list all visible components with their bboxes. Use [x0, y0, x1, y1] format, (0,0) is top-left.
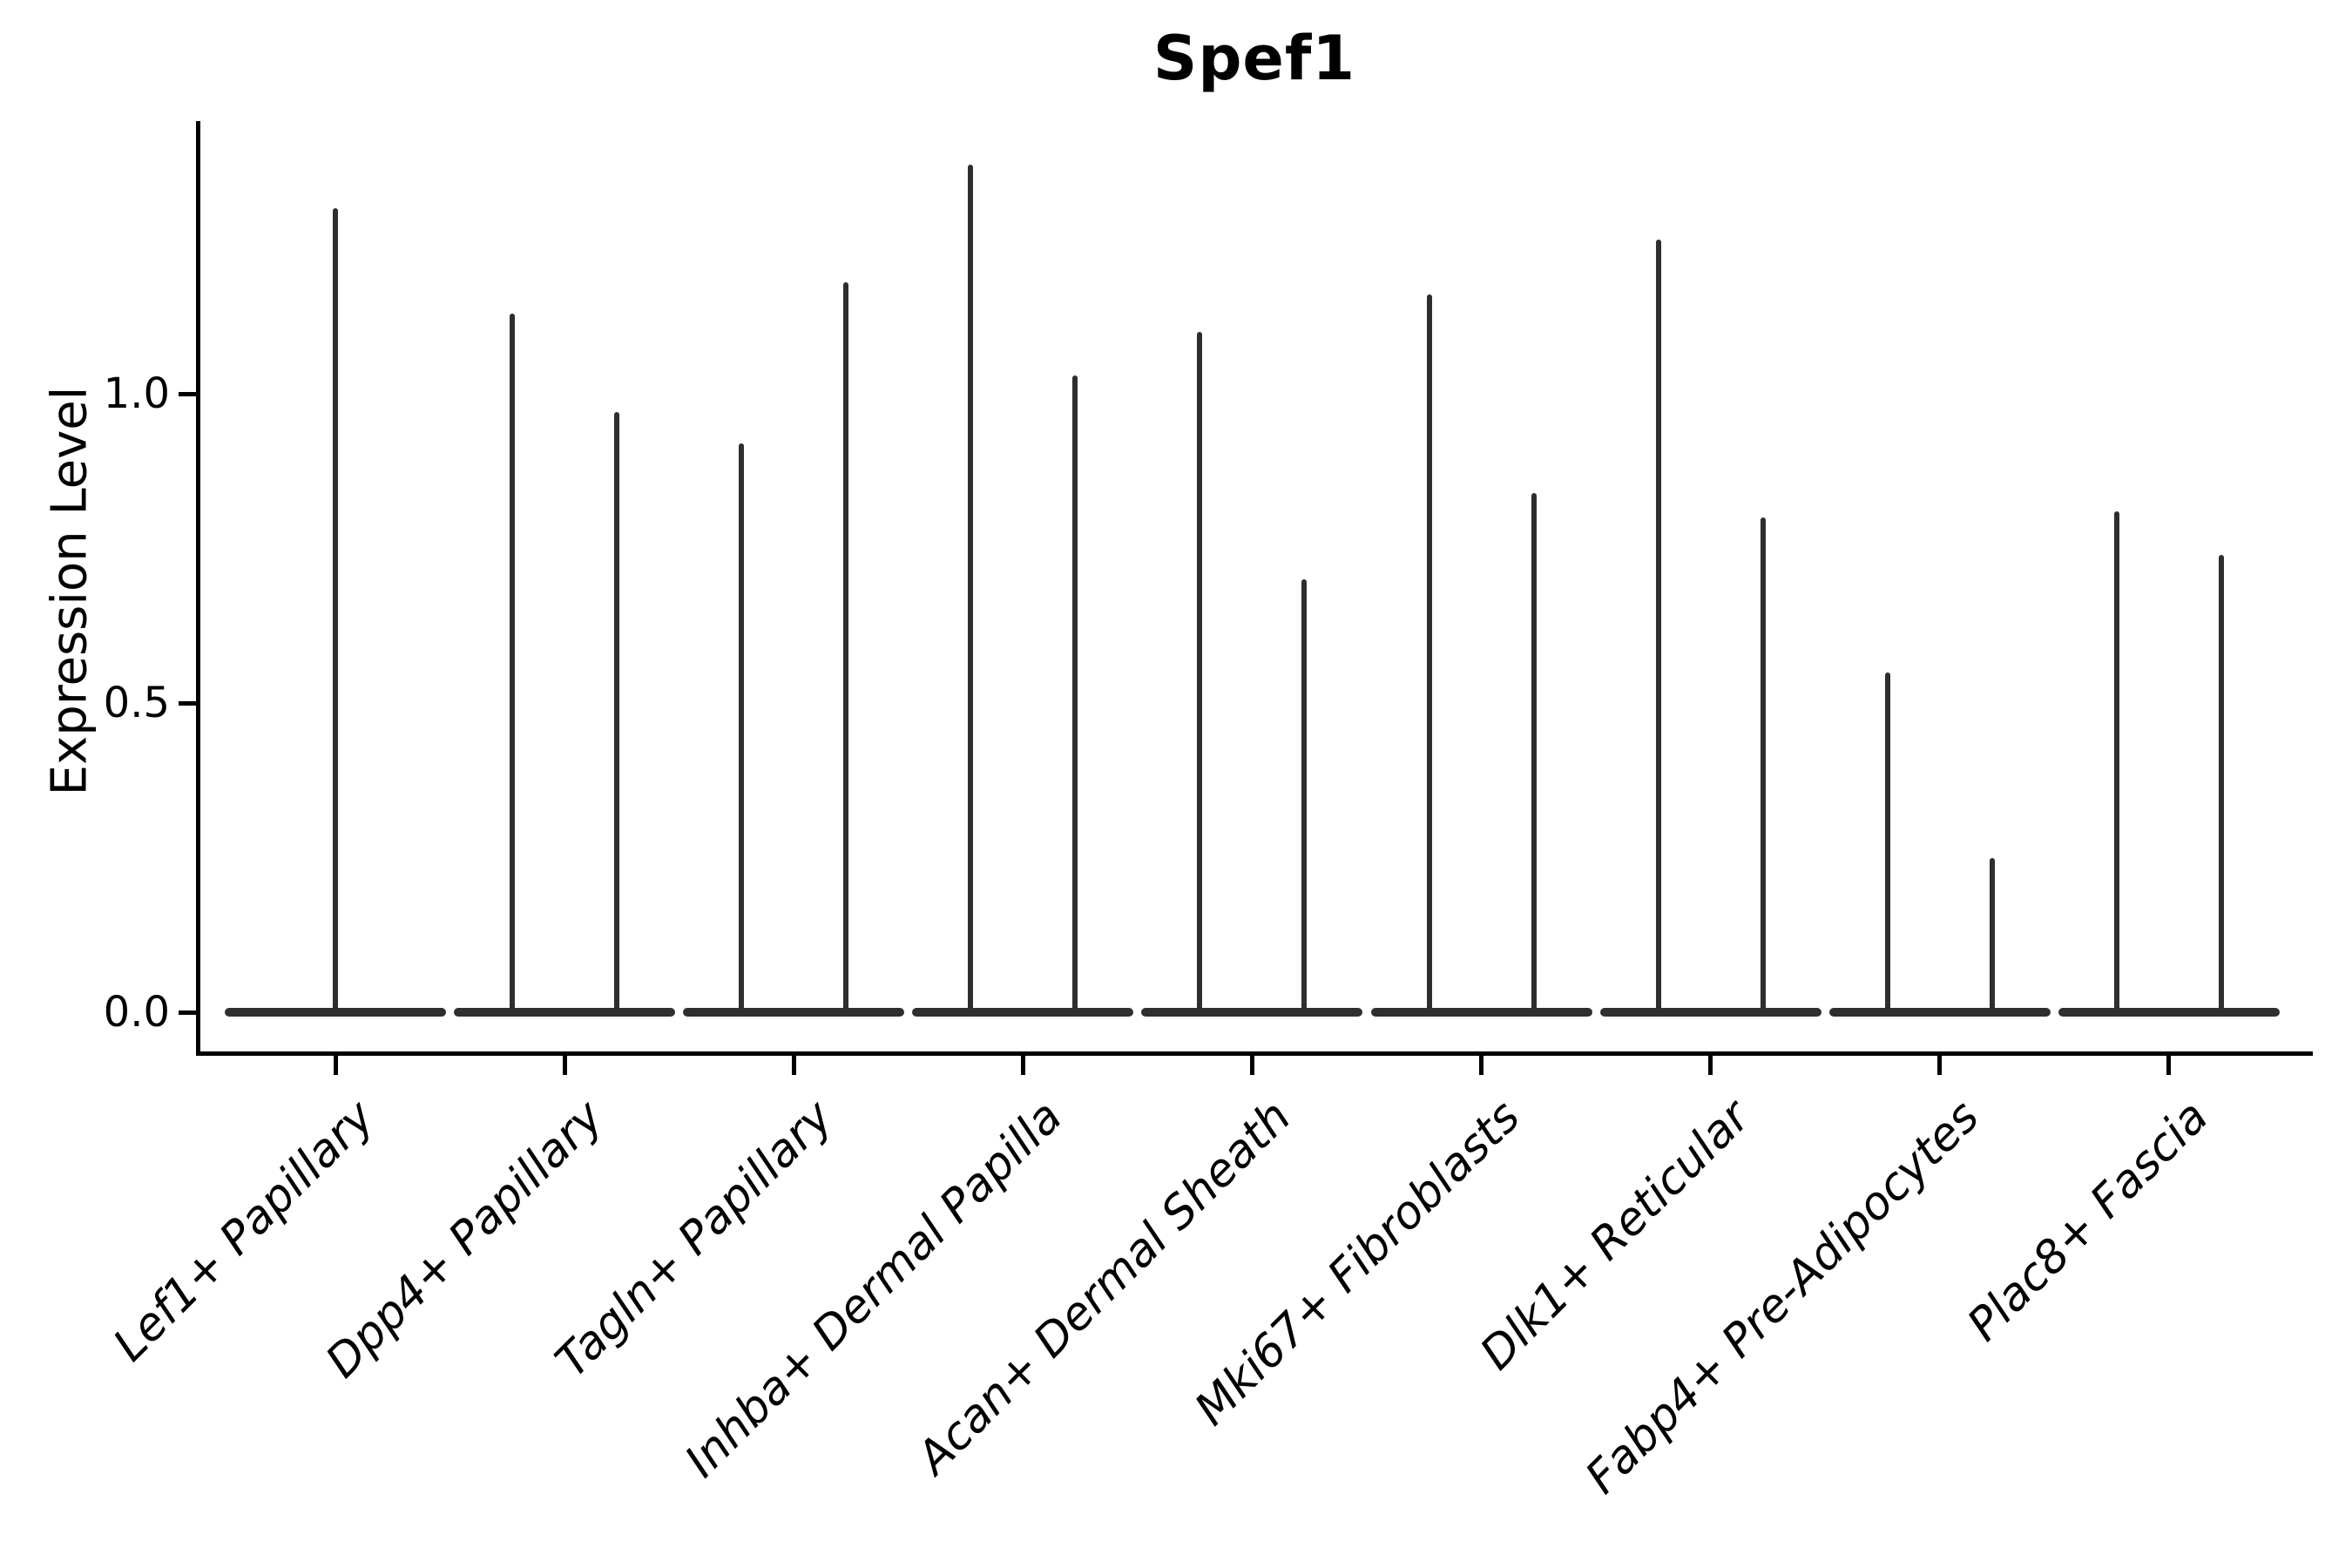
- violin-base: [1828, 1008, 2051, 1017]
- violin-spike: [1197, 332, 1203, 1012]
- violin-spike: [510, 313, 516, 1012]
- x-tick-label: Acan+ Dermal Sheath: [907, 1091, 1301, 1484]
- violin-spike: [843, 282, 849, 1012]
- violin-base: [683, 1008, 905, 1017]
- x-tick-mark: [562, 1056, 567, 1075]
- violin-base: [454, 1008, 676, 1017]
- x-tick-mark: [791, 1056, 796, 1075]
- x-tick-mark: [333, 1056, 338, 1075]
- violin-spike: [1989, 857, 1995, 1012]
- violin-spike: [333, 208, 338, 1012]
- violin-spike: [1655, 239, 1661, 1012]
- violin-spike: [968, 165, 974, 1012]
- y-tick-label: 1.0: [103, 369, 170, 418]
- violin-spike: [1072, 375, 1078, 1012]
- x-tick-label: Inhba+ Dermal Papilla: [674, 1091, 1072, 1488]
- x-tick-mark: [1708, 1056, 1713, 1075]
- violin-spike: [2113, 510, 2119, 1012]
- violin-spike: [1426, 294, 1432, 1012]
- x-tick-mark: [1249, 1056, 1254, 1075]
- x-tick-label: Plac8+ Fascia: [1957, 1091, 2219, 1352]
- violin-spike: [1884, 672, 1890, 1012]
- x-tick-mark: [1020, 1056, 1025, 1075]
- y-tick-mark: [179, 700, 196, 706]
- violin-spike: [614, 412, 620, 1012]
- violin-spike: [2218, 554, 2224, 1012]
- x-tick-mark: [2166, 1056, 2172, 1075]
- violin-base: [225, 1008, 446, 1017]
- violin-base: [1599, 1008, 1821, 1017]
- y-tick-label: 0.0: [103, 988, 170, 1037]
- chart-title: Spef1: [1152, 23, 1356, 94]
- violin-base: [912, 1008, 1134, 1017]
- violin-spike: [1760, 517, 1766, 1012]
- y-axis-spine: [196, 121, 200, 1056]
- violin-spike: [739, 443, 745, 1012]
- violin-base: [1370, 1008, 1592, 1017]
- violin-base: [1141, 1008, 1363, 1017]
- y-tick-mark: [179, 1010, 196, 1015]
- violin-spike: [1301, 579, 1308, 1012]
- violin-base: [2058, 1008, 2280, 1017]
- y-tick-label: 0.5: [103, 679, 170, 727]
- x-tick-mark: [1937, 1056, 1943, 1075]
- x-tick-mark: [1479, 1056, 1484, 1075]
- violin-spike: [1531, 492, 1537, 1012]
- y-tick-mark: [179, 391, 196, 396]
- x-tick-label: Fabp4+ Pre-Adipocytes: [1575, 1091, 1990, 1504]
- x-axis-spine: [196, 1051, 2313, 1056]
